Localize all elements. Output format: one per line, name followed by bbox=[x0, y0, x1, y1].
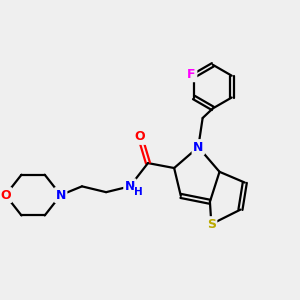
Text: O: O bbox=[0, 189, 11, 202]
Text: H: H bbox=[134, 187, 143, 197]
Text: S: S bbox=[207, 218, 216, 231]
Text: O: O bbox=[135, 130, 146, 143]
Text: N: N bbox=[193, 141, 203, 154]
Text: N: N bbox=[125, 180, 135, 193]
Text: F: F bbox=[188, 68, 196, 81]
Text: N: N bbox=[56, 189, 66, 202]
